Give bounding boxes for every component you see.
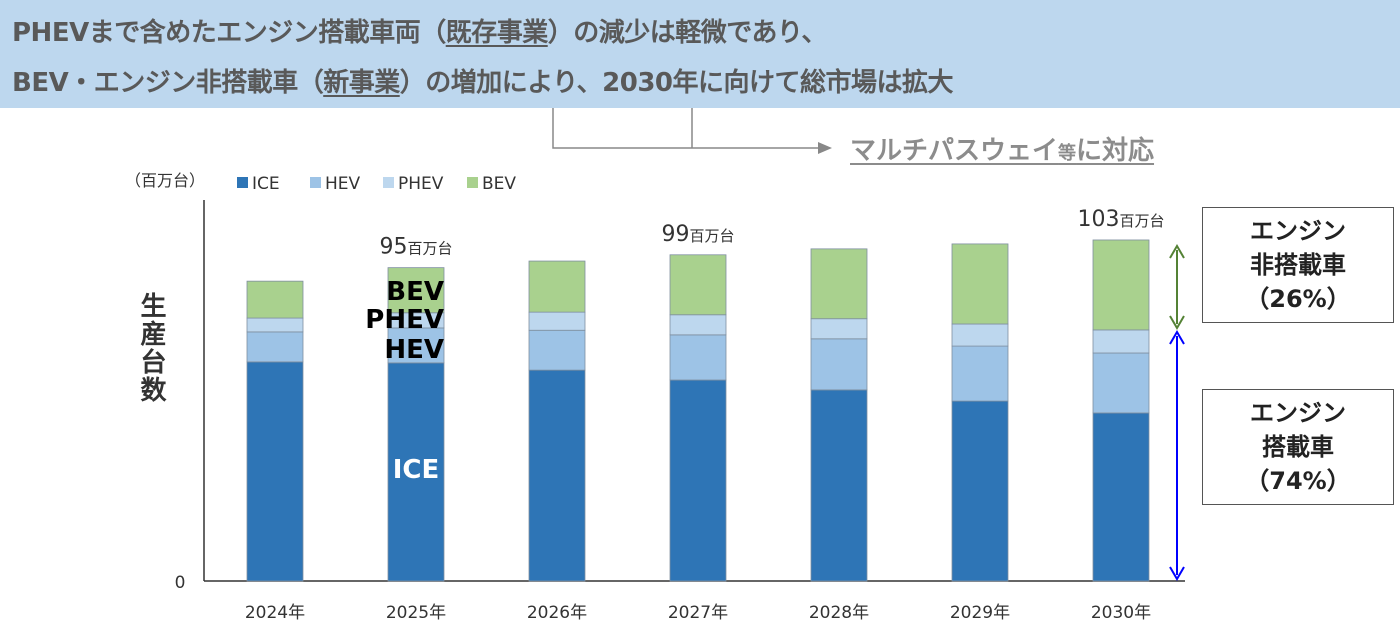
x-tick-label: 2025年 [386,603,446,623]
segment-label-phev: PHEV [365,305,444,335]
legend-label-hev: HEV [325,174,361,194]
legend-swatch-ice [237,177,248,188]
bar-segment-ice [1092,412,1150,582]
bar-segment-phev [669,314,727,336]
bar-segment-bev [1092,239,1150,331]
headline-line-2: BEV・エンジン非搭載車（新事業）の増加により、2030年に向けて総市場は拡大 [12,68,954,98]
legend-label-ice: ICE [252,174,280,194]
bar-segment-phev [246,317,304,333]
segment-label-ice: ICE [393,455,440,485]
box-line: 搭載車 [1262,433,1334,461]
x-tick-label: 2029年 [950,603,1010,623]
bar-segment-phev [951,323,1009,347]
connector-line [552,108,828,149]
x-tick-label: 2030年 [1091,603,1151,623]
bar-segment-hev [1092,352,1150,414]
bar-segment-hev [528,329,586,371]
headline-line-1: PHEVまで含めたエンジン搭載車両（既存事業）の減少は軽微であり、 [12,18,827,48]
bar-segment-hev [387,327,445,364]
legend-swatch-bev [467,177,478,188]
bar-segment-bev [387,267,445,314]
bar-segment-bev [246,280,304,319]
x-tick-label: 2024年 [245,603,305,623]
bar-segment-ice [528,369,586,582]
x-tick-label: 2026年 [527,603,587,623]
headline-banner [0,0,1400,108]
bar-segment-hev [951,345,1009,402]
bar-segment-ice [669,379,727,582]
box-share: （26%） [1245,285,1351,313]
bar-segment-ice [387,362,445,582]
legend-swatch-phev [383,177,394,188]
total-label: 103百万台 [1077,207,1164,232]
x-tick-label: 2028年 [809,603,869,623]
box-line: エンジン [1250,217,1346,245]
y-tick-label: 0 [175,573,186,593]
engine-box: エンジン 搭載車 （74%） [1202,389,1394,505]
multipathway-callout: マルチパスウェイ等に対応 [850,136,1155,166]
legend-label-phev: PHEV [398,174,444,194]
segment-label-bev: BEV [386,277,444,307]
bar-segment-hev [246,331,304,363]
y-axis-label: 生産台数 [136,292,166,404]
bar-segment-phev [1092,329,1150,354]
box-line: 非搭載車 [1250,251,1346,279]
double-arrow-icon [1169,330,1185,581]
box-share: （74%） [1245,467,1351,495]
unit-label: （百万台） [125,171,205,190]
bar-segment-bev [951,243,1009,325]
x-tick-label: 2027年 [668,603,728,623]
bar-segment-ice [810,389,868,582]
legend-swatch-hev [310,177,321,188]
segment-label-hev: HEV [384,335,444,365]
bar-segment-bev [669,254,727,316]
non-engine-box: エンジン 非搭載車 （26%） [1202,207,1394,323]
bar-segment-bev [528,260,586,313]
bar-segment-hev [810,338,868,391]
total-label: 99百万台 [661,222,734,247]
legend-label-bev: BEV [482,174,516,194]
bar-segment-bev [810,248,868,320]
bar-segment-phev [528,311,586,331]
arrow-head-icon [818,142,832,154]
total-label: 95百万台 [379,235,452,260]
double-arrow-icon [1169,244,1185,330]
bar-segment-phev [810,318,868,340]
bar-segment-ice [951,400,1009,582]
box-line: エンジン [1250,399,1346,427]
bar-segment-ice [246,361,304,582]
bar-segment-hev [669,334,727,381]
